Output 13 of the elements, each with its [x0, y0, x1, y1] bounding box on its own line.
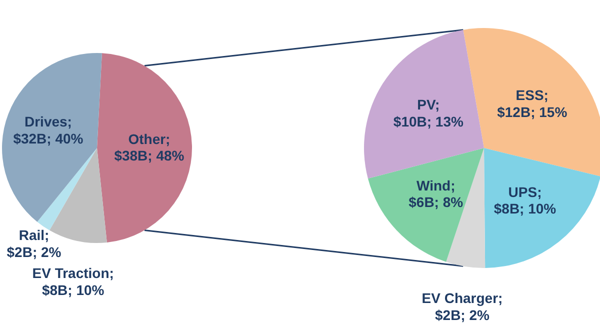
slice-label: EV Traction; $8B; 10%: [32, 265, 114, 298]
pie-slice: [50, 148, 107, 243]
slice-label: Wind; $6B; 8%: [408, 177, 464, 210]
slice-label: UPS; $8B; 10%: [494, 184, 557, 217]
pie-slice: [2, 53, 102, 222]
pie-slice: [97, 53, 192, 242]
slice-label: ESS; $12B; 15%: [497, 87, 568, 120]
slice-label: EV Charger; $2B; 2%: [422, 290, 503, 323]
slice-label: PV; $10B; 13%: [393, 96, 464, 130]
pie-slice: [37, 148, 97, 230]
slice-label: Other; $38B; 48%: [114, 130, 185, 164]
slice-label: Rail; $2B; 2%: [6, 226, 62, 260]
slice-label: Drives; $32B; 40%: [13, 113, 84, 146]
